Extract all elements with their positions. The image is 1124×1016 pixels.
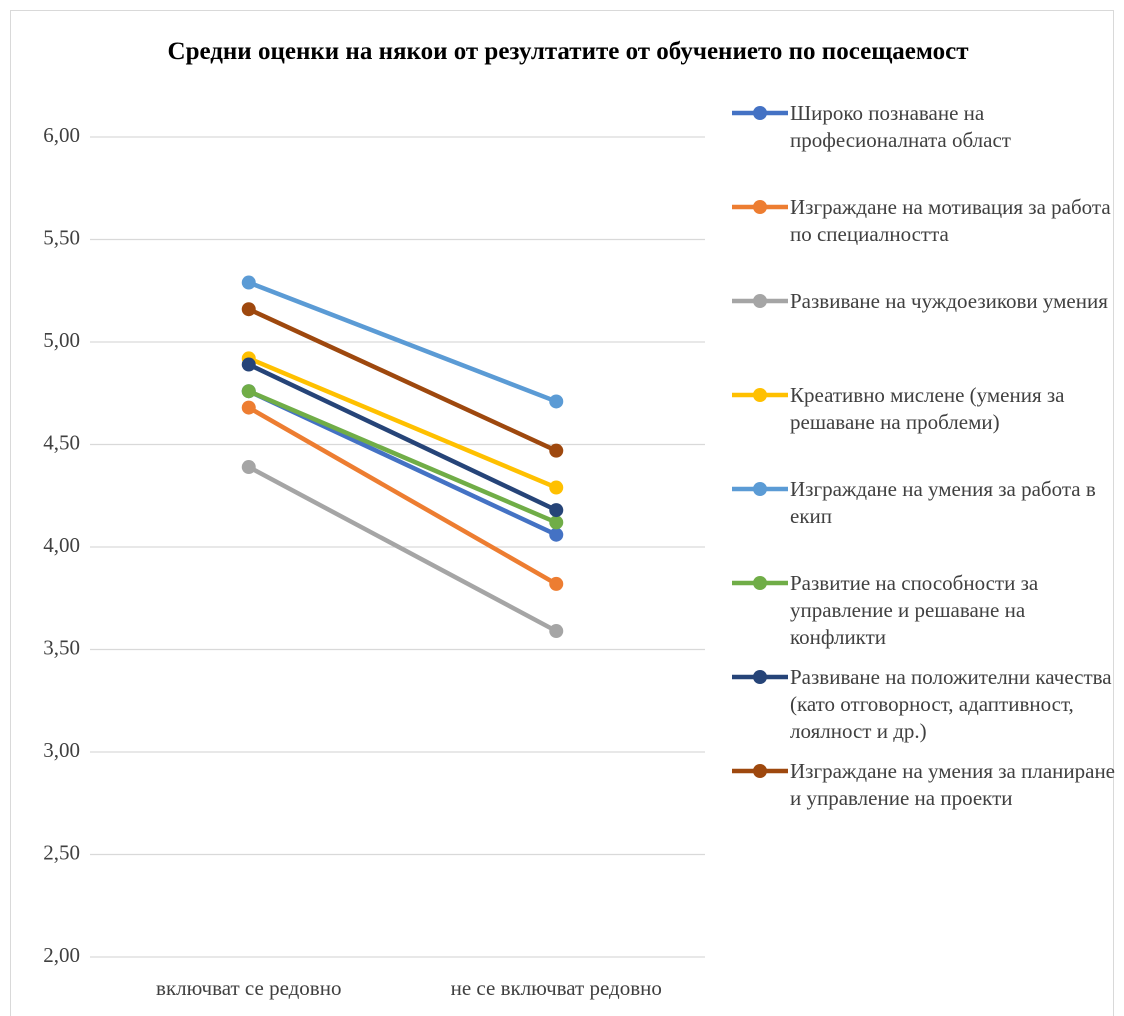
point xyxy=(241,275,256,290)
legend-key xyxy=(732,294,788,308)
legend-marker xyxy=(753,388,767,402)
legend-marker xyxy=(753,764,767,778)
legend-entry: Изграждане на умения за планиране и упра… xyxy=(730,758,1120,812)
legend-label: Изграждане на умения за работа в екип xyxy=(790,477,1096,528)
legend-marker xyxy=(753,200,767,214)
y-tick-label: 3,00 xyxy=(43,738,80,762)
legend-key xyxy=(732,670,788,684)
point xyxy=(549,503,564,518)
point xyxy=(241,357,256,372)
legend-entry: Развитие на способности за управление и … xyxy=(730,570,1120,651)
legend-label: Изграждане на мотивация за работа по спе… xyxy=(790,195,1111,246)
chart-title: Средни оценки на някои от резултатите от… xyxy=(167,38,969,65)
legend-entry: Изграждане на мотивация за работа по спе… xyxy=(730,194,1120,248)
legend-entry: Развиване на положителни качества (като … xyxy=(730,664,1120,745)
point xyxy=(549,624,564,639)
legend-key xyxy=(732,482,788,496)
legend-marker xyxy=(753,106,767,120)
legend-marker xyxy=(753,670,767,684)
legend-label: Развитие на способности за управление и … xyxy=(790,571,1039,649)
point xyxy=(549,515,564,530)
y-tick-label: 2,50 xyxy=(43,840,80,864)
legend-marker xyxy=(753,576,767,590)
legend-key xyxy=(732,388,788,402)
y-tick-label: 3,50 xyxy=(43,635,80,659)
series-line xyxy=(246,362,559,513)
legend-key xyxy=(732,106,788,120)
point xyxy=(549,527,564,542)
series-line xyxy=(246,356,559,490)
legend-entry: Широко познаване на професионалната обла… xyxy=(730,100,1120,154)
y-tick-label: 6,00 xyxy=(43,123,80,147)
y-tick-label: 4,50 xyxy=(43,430,80,454)
legend-label: Изграждане на умения за планиране и упра… xyxy=(790,759,1116,810)
legend-entry: Креативно мислене (умения за решаване на… xyxy=(730,382,1120,436)
legend-marker xyxy=(753,482,767,496)
x-tick-label: включват се редовно xyxy=(156,976,341,1000)
legend-marker xyxy=(753,294,767,308)
legend-key xyxy=(732,576,788,590)
legend-label: Креативно мислене (умения за решаване на… xyxy=(790,383,1065,434)
legend-key xyxy=(732,200,788,214)
x-tick-label: не се включват редовно xyxy=(451,976,662,1000)
legend-entry: Изграждане на умения за работа в екип xyxy=(730,476,1120,530)
series-line xyxy=(246,388,559,525)
legend-label: Развиване на чуждоезикови умения xyxy=(790,289,1108,313)
y-tick-label: 4,00 xyxy=(43,533,80,557)
frame xyxy=(10,10,1114,1016)
point xyxy=(549,480,564,495)
series-line xyxy=(246,464,559,634)
series-line xyxy=(246,306,559,453)
y-tick-label: 2,00 xyxy=(43,943,80,967)
point xyxy=(549,576,564,591)
point xyxy=(241,384,256,399)
y-tick-label: 5,50 xyxy=(43,225,80,249)
y-tick-label: 5,00 xyxy=(43,328,80,352)
series-line xyxy=(246,280,559,404)
point xyxy=(241,400,256,415)
point xyxy=(241,460,256,475)
legend-key xyxy=(732,764,788,778)
legend-label: Развиване на положителни качества (като … xyxy=(790,665,1112,743)
legend-entry: Развиване на чуждоезикови умения xyxy=(730,288,1120,315)
point xyxy=(549,394,564,409)
series-line xyxy=(246,405,559,587)
point xyxy=(549,443,564,458)
legend-label: Широко познаване на професионалната обла… xyxy=(790,101,1011,152)
point xyxy=(241,302,256,317)
